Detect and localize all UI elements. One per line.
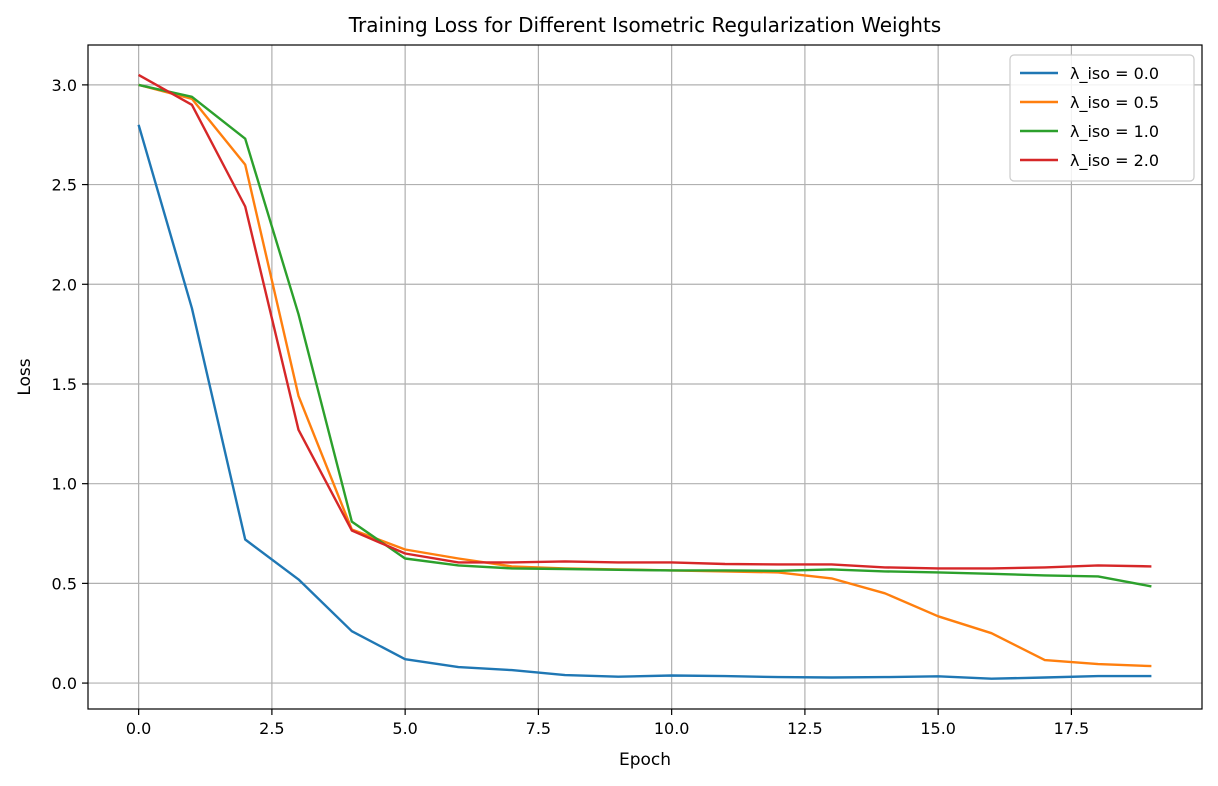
series-line-0 xyxy=(137,124,1152,680)
legend-label: λ_iso = 0.5 xyxy=(1070,93,1159,113)
series-line-2 xyxy=(138,83,1152,588)
x-tick-label: 7.5 xyxy=(526,719,551,738)
x-axis: 0.0 2.5 5.0 7.5 10.0 12.5 15.0 17.5 xyxy=(126,709,1089,738)
y-tick-label: 0.0 xyxy=(52,674,77,693)
x-tick-label: 15.0 xyxy=(920,719,956,738)
legend-label: λ_iso = 2.0 xyxy=(1070,151,1159,171)
legend: λ_iso = 0.0 λ_iso = 0.5 λ_iso = 1.0 λ_iso =… xyxy=(1009,54,1195,182)
y-tick-label: 1.0 xyxy=(52,475,77,494)
y-tick-label: 0.5 xyxy=(52,574,77,593)
y-tick-label: 2.5 xyxy=(52,176,77,195)
series-line-1 xyxy=(138,83,1152,668)
y-tick-label: 1.5 xyxy=(52,375,77,394)
grid xyxy=(88,45,1202,709)
series-line-3 xyxy=(138,73,1152,570)
y-axis-label: Loss xyxy=(15,358,35,395)
legend-box xyxy=(1009,54,1195,182)
chart-title: Training Loss for Different Isometric Re… xyxy=(348,13,941,37)
series-lines xyxy=(137,73,1152,680)
y-axis: 0.0 0.5 1.0 1.5 2.0 2.5 3.0 xyxy=(52,76,88,693)
plot-frame xyxy=(87,44,1203,710)
x-tick-label: 17.5 xyxy=(1054,719,1090,738)
x-tick-label: 0.0 xyxy=(126,719,151,738)
legend-label: λ_iso = 0.0 xyxy=(1070,64,1159,84)
x-tick-label: 10.0 xyxy=(654,719,690,738)
legend-label: λ_iso = 1.0 xyxy=(1070,122,1159,142)
y-tick-label: 2.0 xyxy=(52,275,77,294)
y-tick-label: 3.0 xyxy=(52,76,77,95)
x-axis-label: Epoch xyxy=(619,750,671,770)
x-tick-label: 12.5 xyxy=(787,719,823,738)
x-tick-label: 2.5 xyxy=(259,719,284,738)
x-tick-label: 5.0 xyxy=(392,719,417,738)
